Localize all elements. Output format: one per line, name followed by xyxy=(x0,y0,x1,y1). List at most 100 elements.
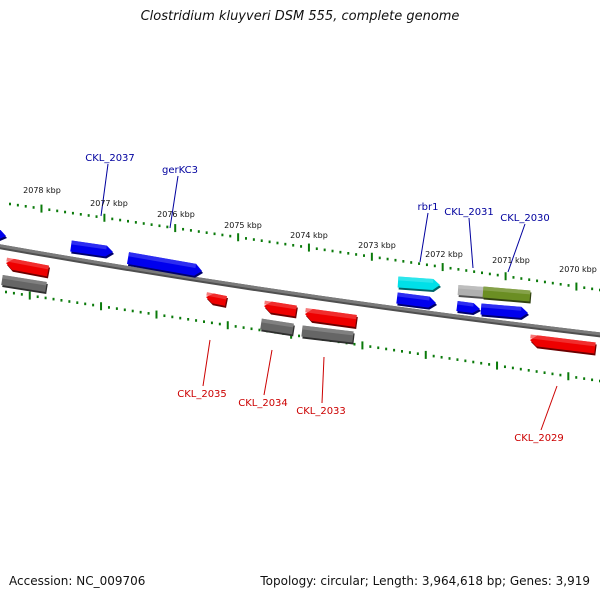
upper-scale-minor-tick xyxy=(166,226,168,229)
gene-feature-rbr1[interactable] xyxy=(398,277,441,292)
gene-feature-ckl-2034[interactable] xyxy=(264,301,298,319)
lower-scale-minor-tick xyxy=(21,293,23,296)
gene-feature-ckl-2035[interactable] xyxy=(206,292,228,308)
upper-scale-minor-tick xyxy=(182,228,184,231)
upper-scale-minor-tick xyxy=(119,219,121,222)
scale-labels: 2078 kbp2077 kbp2076 kbp2075 kbp2074 kbp… xyxy=(23,186,597,274)
lower-scale-minor-tick xyxy=(528,369,530,372)
scale-label: 2075 kbp xyxy=(224,221,262,230)
gene-label-ckl-2031[interactable]: CKL_2031 xyxy=(444,207,494,218)
lower-scale-minor-tick xyxy=(76,301,78,304)
lower-scale-minor-tick xyxy=(45,297,47,300)
gene-feature-rbr1-lower[interactable] xyxy=(396,293,437,310)
lower-scale-minor-tick xyxy=(559,374,561,377)
upper-scale-minor-tick xyxy=(528,278,530,281)
gene-label-ckl-2031-leader xyxy=(469,218,473,268)
gene-label-ckl-2029[interactable]: CKL_2029 xyxy=(514,433,564,444)
upper-scale-minor-tick xyxy=(591,288,593,291)
upper-scale-minor-tick xyxy=(379,257,381,260)
upper-scale-minor-tick xyxy=(465,269,467,272)
lower-scale-minor-tick xyxy=(480,362,482,365)
upper-scale-minor-tick xyxy=(80,213,82,216)
gene-feature-ckl-2030-region[interactable] xyxy=(483,287,532,304)
gene-feature-reverse-edge[interactable] xyxy=(6,258,50,279)
gene-label-ckl-2030[interactable]: CKL_2030 xyxy=(500,213,550,224)
gene-label-ckl-2029-leader xyxy=(541,386,557,430)
upper-scale-minor-tick xyxy=(17,204,19,207)
gene-feature-ckl-2031-region[interactable] xyxy=(458,285,486,299)
lower-scale-minor-tick xyxy=(456,358,458,361)
scale-label: 2072 kbp xyxy=(425,250,463,259)
gene-label-ckl-2034-leader xyxy=(264,350,272,395)
gene-label-ckl-2034[interactable]: CKL_2034 xyxy=(238,398,288,409)
gene-feature-ckl-2031[interactable] xyxy=(456,301,481,315)
lower-scale-minor-tick xyxy=(84,303,86,306)
lower-scale-minor-tick xyxy=(551,373,553,376)
lower-scale-minor-tick xyxy=(219,323,221,326)
gene-label-ckl-2033[interactable]: CKL_2033 xyxy=(296,406,346,417)
upper-scale-minor-tick xyxy=(158,224,160,227)
lower-scale-minor-tick xyxy=(353,343,355,346)
upper-scale-minor-tick xyxy=(135,221,137,224)
upper-scale-minor-tick xyxy=(418,262,420,265)
lower-scale-minor-tick xyxy=(393,349,395,352)
gene-feature-pseudo-edge[interactable] xyxy=(1,275,48,294)
upper-scale-minor-tick xyxy=(560,283,562,286)
gene-label-gerkc3[interactable]: gerKC3 xyxy=(162,165,198,176)
upper-scale-minor-tick xyxy=(127,220,129,223)
lower-scale-minor-tick xyxy=(369,345,371,348)
accession-label: Accession: NC_009706 xyxy=(9,574,145,588)
gene-label-ckl-2037[interactable]: CKL_2037 xyxy=(85,153,135,164)
lower-scale-minor-tick xyxy=(243,326,245,329)
gene-feature-forward-edge[interactable] xyxy=(0,228,7,241)
upper-scale-minor-tick xyxy=(583,286,585,289)
gene-feature-ckl-2033-pseudo[interactable] xyxy=(301,326,354,345)
upper-scale-minor-tick xyxy=(324,249,326,252)
lower-scale-minor-tick xyxy=(385,348,387,351)
upper-scale-minor-tick xyxy=(339,251,341,254)
upper-scale-minor-tick xyxy=(568,284,570,287)
lower-scale-minor-tick xyxy=(163,314,165,317)
gene-label-rbr1[interactable]: rbr1 xyxy=(418,202,439,213)
upper-scale-minor-tick xyxy=(347,252,349,255)
scale-label: 2076 kbp xyxy=(157,210,195,219)
upper-scale-minor-tick xyxy=(489,273,491,276)
upper-scale-minor-tick xyxy=(332,250,334,253)
lower-scale-minor-tick xyxy=(13,292,15,295)
upper-scale-minor-tick xyxy=(214,233,216,236)
topology-summary: Topology: circular; Length: 3,964,618 bp… xyxy=(260,574,590,588)
lower-scale-minor-tick xyxy=(258,329,260,332)
lower-scale-minor-tick xyxy=(60,299,62,302)
lower-scale-minor-tick xyxy=(187,318,189,321)
upper-scale-minor-tick xyxy=(481,272,483,275)
upper-scale-minor-tick xyxy=(221,234,223,237)
upper-scale-minor-tick xyxy=(316,247,318,250)
gene-feature-ckl-2037[interactable] xyxy=(70,241,114,259)
lower-scale-minor-tick xyxy=(68,300,70,303)
gene-feature-ckl-2033[interactable] xyxy=(305,308,358,329)
upper-scale-minor-tick xyxy=(520,277,522,280)
gene-feature-ckl-2029[interactable] xyxy=(530,335,597,356)
upper-scale-minor-tick xyxy=(457,268,459,271)
upper-scale-minor-tick xyxy=(355,253,357,256)
scale-label: 2073 kbp xyxy=(358,241,396,250)
lower-scale-minor-tick xyxy=(148,312,150,315)
upper-scale-minor-tick xyxy=(363,254,365,257)
upper-scale-minor-tick xyxy=(25,205,27,208)
lower-scale-minor-tick xyxy=(235,325,237,328)
upper-scale-minor-tick xyxy=(198,230,200,233)
lower-scale-minor-tick xyxy=(171,316,173,319)
upper-scale-minor-tick xyxy=(544,281,546,284)
upper-scale-minor-tick xyxy=(143,222,145,225)
lower-scale-minor-tick xyxy=(464,360,466,363)
gene-label-ckl-2035[interactable]: CKL_2035 xyxy=(177,389,227,400)
upper-scale-minor-tick xyxy=(292,244,294,247)
gene-feature-ckl-2030[interactable] xyxy=(481,304,529,320)
lower-scale-minor-tick xyxy=(488,363,490,366)
lower-scale-minor-tick xyxy=(409,351,411,354)
lower-scale-minor-tick xyxy=(195,319,197,322)
lower-scale-minor-tick xyxy=(575,376,577,379)
gene-feature-ckl-2034-pseudo[interactable] xyxy=(260,319,295,337)
upper-scale-minor-tick xyxy=(394,259,396,262)
upper-scale-minor-tick xyxy=(245,237,247,240)
